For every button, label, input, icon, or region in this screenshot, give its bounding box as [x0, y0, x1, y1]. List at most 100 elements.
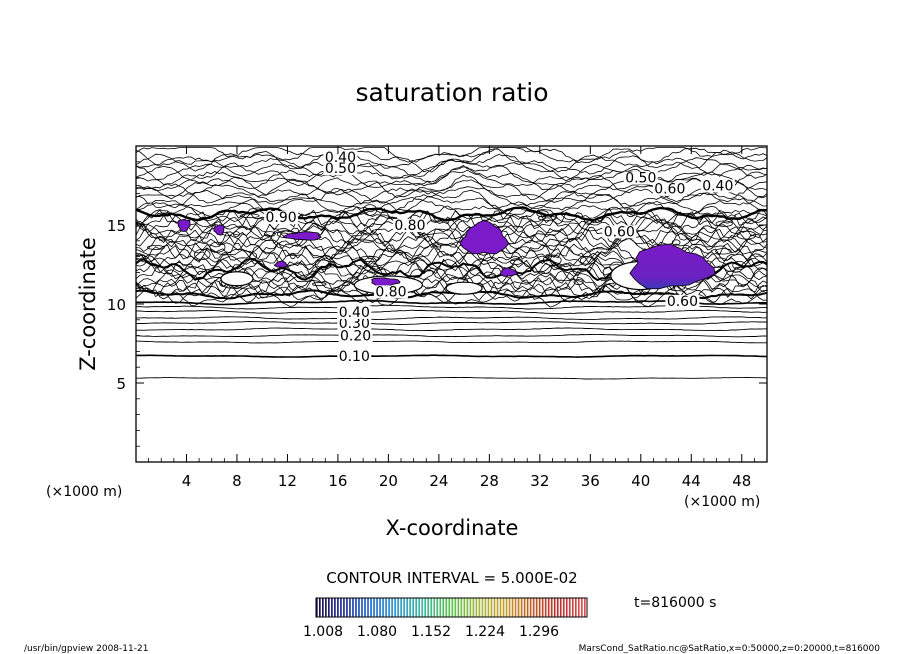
colorbar-stripe: [451, 598, 454, 617]
x-tick-label: 32: [530, 472, 549, 490]
contour-label-halo: [700, 179, 735, 193]
contour-label-halo: [338, 329, 373, 343]
colorbar-stripe: [433, 598, 436, 617]
footer-right: MarsCond_SatRatio.nc@SatRatio,x=0:50000,…: [579, 644, 881, 654]
contour-label: 0.80: [394, 218, 425, 234]
colorbar-stripe: [346, 598, 348, 617]
x-tick-label: 4: [182, 472, 192, 490]
colorbar-stripe: [556, 598, 559, 617]
eddy-contour: [146, 245, 165, 250]
colorbar-stripe: [397, 598, 399, 617]
contour-label: 0.50: [625, 171, 656, 187]
contour-interval: CONTOUR INTERVAL = 5.000E-02: [326, 569, 577, 587]
eddy-contour: [545, 253, 552, 260]
colorbar-stripe: [577, 598, 580, 617]
colorbar-stripe: [379, 598, 381, 617]
footer-left: /usr/bin/gpview 2008-11-21: [24, 644, 148, 654]
colorbar-frame: [315, 597, 588, 618]
dry-pocket: [445, 281, 483, 295]
colorbar-stripe: [457, 598, 460, 617]
eddy-contour: [509, 258, 523, 265]
colorbar-stripe: [442, 598, 445, 617]
dry-pocket: [220, 271, 254, 287]
colorbar-stripe: [394, 598, 396, 617]
x-tick-label: 24: [429, 472, 448, 490]
contour-line: [135, 205, 768, 225]
colorbar-stripe: [487, 598, 490, 617]
contour-label: 0.60: [654, 182, 685, 198]
colorbar-stripe: [367, 598, 369, 617]
contour-line: [135, 206, 768, 222]
colorbar-stripe: [580, 598, 583, 617]
y-axis: 5 10 15: [107, 161, 767, 447]
colorbar-stripe: [529, 598, 532, 617]
supersaturated-region: [370, 277, 401, 287]
contour-line: [135, 340, 767, 344]
supersaturated-region: [459, 219, 510, 255]
contour-line: [135, 309, 768, 315]
colorbar-stripe: [541, 598, 544, 617]
colorbar-stripe: [544, 598, 547, 617]
colorbar-stripe: [439, 598, 442, 617]
colorbar-stripe: [388, 598, 390, 617]
colorbar-stripe: [526, 598, 529, 617]
colorbar-stripe: [403, 598, 405, 617]
contour-line: [136, 321, 767, 325]
colorbar-labels: 1.008 1.080 1.152 1.224 1.296: [303, 624, 559, 640]
colorbar-stripe: [352, 598, 354, 617]
colorbar-stripe: [427, 598, 430, 617]
colorbar-stripe: [331, 598, 333, 617]
eddy-contour: [536, 210, 549, 218]
contour-label-halo: [652, 182, 687, 196]
supersaturated-region: [177, 218, 191, 232]
eddy-contour: [314, 259, 332, 270]
supersaturated-region: [629, 243, 716, 290]
supersaturation-shading: [177, 218, 716, 290]
colorbar-stripe: [343, 598, 345, 617]
contour-label-halo: [392, 219, 427, 232]
eddy-contour: [232, 231, 240, 238]
colorbar-stripe: [520, 598, 523, 617]
supersaturated-region: [283, 231, 322, 241]
colorbar-stripe: [376, 598, 378, 617]
eddy-contour: [715, 248, 732, 255]
colorbar-stripe: [463, 598, 466, 617]
eddy-contour: [579, 256, 596, 265]
colorbar-stripe: [391, 598, 393, 617]
colorbar-stripe: [559, 598, 562, 617]
contour-label-halo: [337, 305, 372, 319]
colorbar-stripe: [325, 598, 327, 617]
colorbar-stripe: [370, 598, 372, 617]
colorbar-stripe: [448, 598, 451, 617]
colorbar-stripe: [499, 598, 502, 617]
contour-line: [135, 148, 768, 173]
contour-line: [135, 157, 767, 182]
colorbar: [315, 597, 588, 618]
colorbar-stripe: [385, 598, 387, 617]
colorbar-stripe: [514, 598, 517, 617]
colorbar-stripe: [538, 598, 541, 617]
colorbar-stripe: [328, 598, 330, 617]
colorbar-stripe: [436, 598, 439, 617]
colorbar-stripe: [412, 598, 415, 617]
eddy-contour: [263, 231, 276, 237]
contour-label: 0.40: [702, 179, 733, 195]
contour-label: 0.60: [604, 224, 635, 240]
contour-label: 0.90: [266, 210, 297, 226]
contour-line: [135, 304, 768, 310]
x-axis-label: X-coordinate: [386, 516, 519, 540]
contour-line: [135, 228, 768, 249]
colorbar-stripe: [472, 598, 475, 617]
eddy-contour: [542, 254, 562, 266]
eddy-contour: [312, 282, 327, 287]
colorbar-label: 1.152: [411, 624, 451, 640]
y-tick-label: 5: [116, 375, 126, 393]
eddy-contour: [329, 262, 336, 268]
colorbar-stripe: [424, 598, 427, 617]
contour-label: 0.50: [325, 161, 356, 177]
contour-line: [135, 169, 768, 196]
contour-labels-group: 0.100.200.300.400.400.500.500.60 0.400.90…: [264, 150, 735, 365]
colorbar-stripe: [337, 598, 339, 617]
